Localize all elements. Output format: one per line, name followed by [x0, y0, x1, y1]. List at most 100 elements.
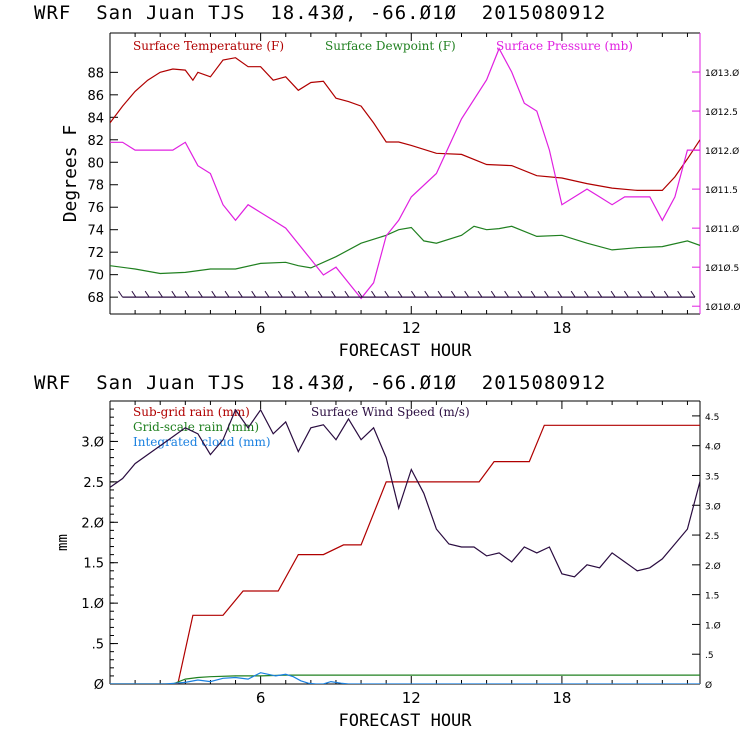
chart1-y2-tick-label: 1Ø1Ø.Ø: [705, 302, 740, 313]
chart2-x-axis-label: FORECAST HOUR: [338, 711, 472, 731]
chart2-series-1-line: [110, 674, 700, 684]
chart1-wind-barb: [490, 290, 496, 298]
chart1-wind-barb: [570, 290, 576, 298]
chart2-y2-tick-label: Ø: [705, 680, 712, 691]
chart2-y2-tick-label: 1.Ø: [705, 620, 721, 631]
chart1-series-0-line: [110, 57, 700, 191]
chart1-wind-barb: [331, 290, 336, 298]
chart2-legend-3: Surface Wind Speed (m/s): [311, 405, 470, 419]
chart2-y2-tick-label: 2.5: [705, 532, 719, 542]
chart1-wind-barb: [690, 290, 696, 298]
chart1-y2-tick-label: 1Ø12.5: [705, 107, 738, 118]
chart1-wind-barb: [291, 290, 297, 298]
chart1-wind-barb: [357, 290, 363, 298]
chart1-wind-barb: [224, 290, 230, 298]
chart1-wind-barb: [477, 290, 483, 298]
chart2-series-3-line: [110, 408, 700, 578]
chart1-wind-barb: [384, 290, 390, 298]
chart1-y-tick-label: 72: [87, 246, 104, 261]
chart1-wind-barb: [544, 290, 549, 298]
chart2-y2-tick-label: .5: [705, 651, 714, 661]
chart1-wind-barb: [557, 290, 563, 298]
chart1-wind-barb: [304, 290, 310, 298]
chart1-wind-barb: [650, 290, 656, 298]
chart2-y-tick-label: Ø: [94, 678, 104, 693]
chart1-y-axis-label: Degrees F: [60, 125, 81, 223]
chart1-y-tick-label: 76: [87, 201, 104, 216]
chart1-wind-barb: [264, 290, 270, 298]
chart2-y-tick-label: 3.Ø: [81, 435, 104, 450]
chart1-y2-tick-label: 1Ø13.Ø: [705, 68, 739, 79]
chart2-series-0-line: [110, 424, 700, 684]
chart1-y-tick-label: 68: [87, 291, 104, 306]
chart1-wind-barb: [517, 290, 523, 298]
chart1-series-2-line: [110, 47, 700, 300]
chart2-y-tick-label: .5: [92, 638, 104, 653]
chart1-wind-barb: [317, 290, 323, 298]
chart1-wind-barb: [584, 290, 589, 298]
chart1-y2-tick-label: 1Ø11.5: [705, 185, 738, 196]
chart1-wind-barb: [424, 290, 430, 298]
chart1-x-tick-label: 6: [256, 319, 266, 337]
chart1-wind-barb: [610, 290, 616, 298]
chart2-x-tick-label: 6: [256, 689, 266, 707]
chart1-y-tick-label: 78: [87, 179, 104, 194]
chart1-legend-0: Surface Temperature (F): [133, 39, 284, 53]
chart1-x-axis-label: FORECAST HOUR: [338, 341, 472, 361]
chart1-y2-tick-label: 1Ø11.Ø: [705, 224, 739, 235]
chart2-y2-tick-label: 1.5: [705, 592, 719, 602]
chart1-wind-barb: [158, 290, 163, 298]
chart1-y2-tick-label: 1Ø12.Ø: [705, 146, 739, 157]
chart1-y-tick-label: 74: [87, 224, 104, 239]
chart1-wind-barb: [118, 290, 123, 298]
chart1-x-tick-label: 18: [552, 319, 571, 337]
chart2-x-tick-label: 12: [402, 689, 421, 707]
chart1-wind-barb: [437, 290, 443, 298]
chart1-legend-1: Surface Dewpoint (F): [325, 39, 456, 53]
chart1-wind-barb: [504, 290, 510, 298]
chart2-y2-tick-label: 3.Ø: [705, 501, 721, 512]
chart1-y2-tick-label: 1Ø1Ø.5: [705, 263, 739, 274]
chart2-y2-tick-label: 4.5: [705, 413, 719, 423]
chart1-wind-barb: [211, 290, 217, 298]
chart1-wind-barb: [344, 290, 350, 298]
chart2-y-axis-label: mm: [55, 534, 71, 551]
chart1-y-tick-label: 88: [87, 66, 104, 81]
chart2-y-tick-label: 2.Ø: [81, 516, 104, 531]
chart1-wind-barb: [131, 290, 137, 298]
chart1-wind-barb: [530, 290, 536, 298]
chart2-legend-2: Integrated cloud (mm): [133, 435, 271, 449]
chart2-legend-1: Grid-scale rain (mm): [133, 420, 259, 434]
chart1-series-1-line: [110, 225, 700, 275]
chart2-y2-tick-label: 2.Ø: [705, 561, 721, 572]
chart1-y-tick-label: 84: [87, 111, 104, 126]
chart1-y-tick-label: 86: [87, 89, 104, 104]
chart1-wind-barb: [677, 290, 683, 298]
chart1-legend-2: Surface Pressure (mb): [496, 39, 633, 53]
chart1-y-tick-label: 82: [87, 134, 104, 149]
chart1-wind-barb: [464, 290, 470, 298]
chart1-x-tick-label: 12: [402, 319, 421, 337]
chart1-wind-barb: [597, 290, 603, 298]
chart1-wind-barb: [237, 290, 243, 298]
chart1-wind-barb: [663, 290, 669, 298]
chart1-y-tick-label: 70: [87, 269, 104, 284]
chart2-title: WRF San Juan TJS 18.43Ø, -66.Ø1Ø 2015080…: [34, 372, 607, 394]
chart1-wind-barb: [371, 290, 376, 298]
chart1-wind-barb: [251, 290, 257, 298]
chart1-wind-barb: [171, 290, 177, 298]
chart1-y-tick-label: 80: [87, 156, 104, 171]
chart1-wind-barb: [624, 290, 629, 298]
chart1-wind-barb: [144, 290, 150, 298]
chart1-wind-barb: [450, 290, 456, 298]
chart2-legend-0: Sub-grid rain (mm): [133, 405, 250, 419]
chart1-wind-barb: [277, 290, 283, 298]
chart2-y2-tick-label: 4.Ø: [705, 442, 721, 453]
chart2-x-tick-label: 18: [552, 689, 571, 707]
chart2-y-tick-label: 2.5: [83, 476, 104, 491]
chart1-wind-barb: [397, 290, 403, 298]
chart1-title: WRF San Juan TJS 18.43Ø, -66.Ø1Ø 2015080…: [34, 2, 607, 24]
chart2-series-2-line: [110, 672, 700, 684]
chart2-y-tick-label: 1.Ø: [81, 597, 104, 612]
